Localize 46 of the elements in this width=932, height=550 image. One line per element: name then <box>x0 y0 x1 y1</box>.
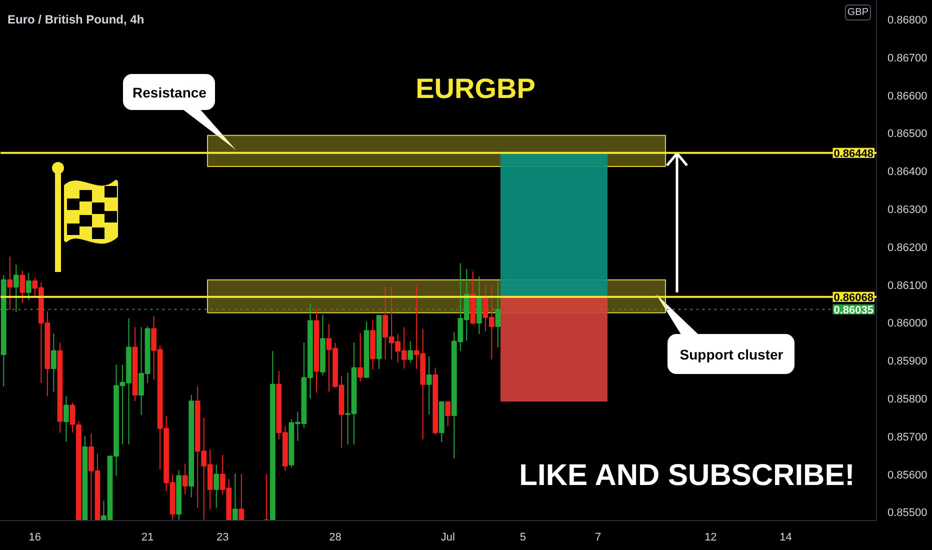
x-tick-label: 28 <box>329 532 342 544</box>
candlestick <box>358 332 363 382</box>
annotation: LIKE AND SUBSCRIBE! <box>519 459 855 492</box>
y-tick-label: 0.85700 <box>888 431 928 444</box>
ref-line-label: 0.86068 <box>834 292 874 304</box>
y-tick-label: 0.85900 <box>888 356 928 368</box>
y-tick-label: 0.86300 <box>888 204 928 216</box>
candlestick <box>20 270 26 304</box>
y-tick-label: 0.86700 <box>888 52 928 64</box>
y-tick-label: 0.85500 <box>888 507 928 520</box>
candlestick <box>238 474 244 520</box>
candlestick <box>426 356 432 415</box>
candlestick <box>7 256 13 310</box>
band-label: Support cluster <box>680 346 784 362</box>
candlestick <box>445 400 451 427</box>
y-tick-label: 0.86800 <box>888 14 928 26</box>
candlestick <box>50 333 56 392</box>
x-tick-label: 16 <box>28 532 42 544</box>
y-tick-label: 0.86200 <box>888 242 928 254</box>
candlestick <box>64 396 69 442</box>
y-tick-label: 0.85600 <box>888 469 928 482</box>
candlestick <box>26 272 32 301</box>
candlestick <box>408 340 414 364</box>
y-tick-label: 0.86000 <box>888 318 928 330</box>
y-tick-label: 0.86100 <box>888 280 928 292</box>
x-tick-label: 21 <box>141 532 154 544</box>
candlestick <box>70 402 76 434</box>
text: Euro / British Pound, 4h <box>8 12 144 26</box>
candlestick <box>182 463 188 495</box>
ref-line-label: 0.86448 <box>834 148 874 160</box>
x-tick-label: 7 <box>595 532 602 544</box>
x-tick-label: 23 <box>216 532 229 544</box>
y-tick-label: 0.85800 <box>888 393 928 406</box>
x-tick-label: 5 <box>520 532 526 544</box>
y-tick-label: 0.86500 <box>888 128 928 140</box>
candlestick <box>214 464 220 508</box>
band-label: Resistance <box>132 84 207 100</box>
ref-line-label: 0.86035 <box>834 304 874 316</box>
y-tick-label: 0.86600 <box>888 90 928 102</box>
candlestick <box>232 473 238 520</box>
x-tick-label: Jul <box>440 532 455 544</box>
annotation: EURGBP <box>416 73 536 104</box>
y-tick-label: 0.86400 <box>888 166 928 178</box>
y-axis-title: GBP <box>847 7 869 18</box>
x-tick-label: 12 <box>704 532 717 544</box>
x-tick-label: 14 <box>780 532 792 544</box>
